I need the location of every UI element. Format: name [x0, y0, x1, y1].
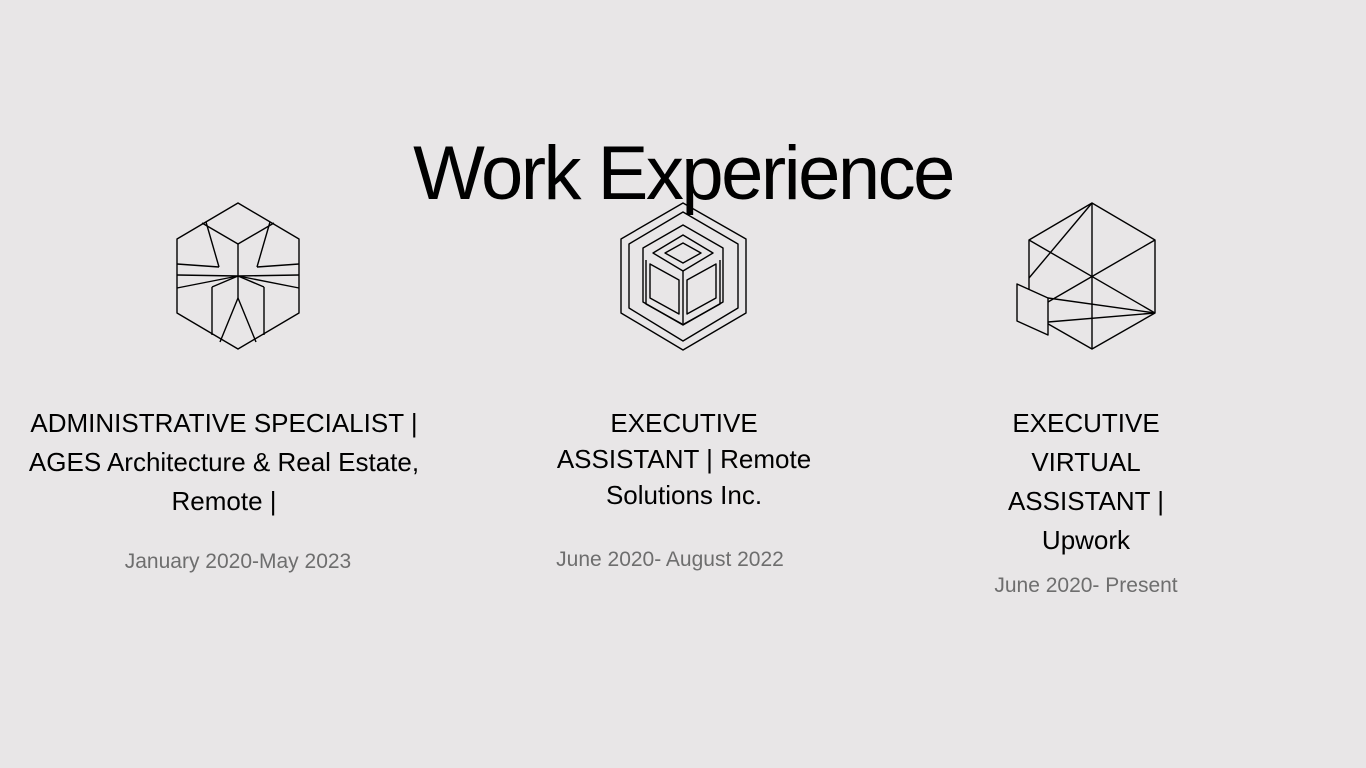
nested-cube-icon: [620, 202, 747, 351]
experience-role: EXECUTIVE VIRTUAL ASSISTANT | Upwork: [1007, 408, 1165, 555]
experience-dates: June 2020- Present: [994, 574, 1178, 597]
page-title: Work Experience: [413, 130, 955, 216]
experience-dates: June 2020- August 2022: [556, 548, 784, 571]
wireframe-hexagon-icon: [1016, 202, 1156, 350]
experience-role: ADMINISTRATIVE SPECIALIST | AGES Archite…: [28, 408, 420, 516]
star-hexagon-icon: [176, 202, 300, 350]
experience-role: EXECUTIVE ASSISTANT | Remote Solutions I…: [556, 408, 812, 510]
experience-dates: January 2020-May 2023: [124, 550, 352, 573]
